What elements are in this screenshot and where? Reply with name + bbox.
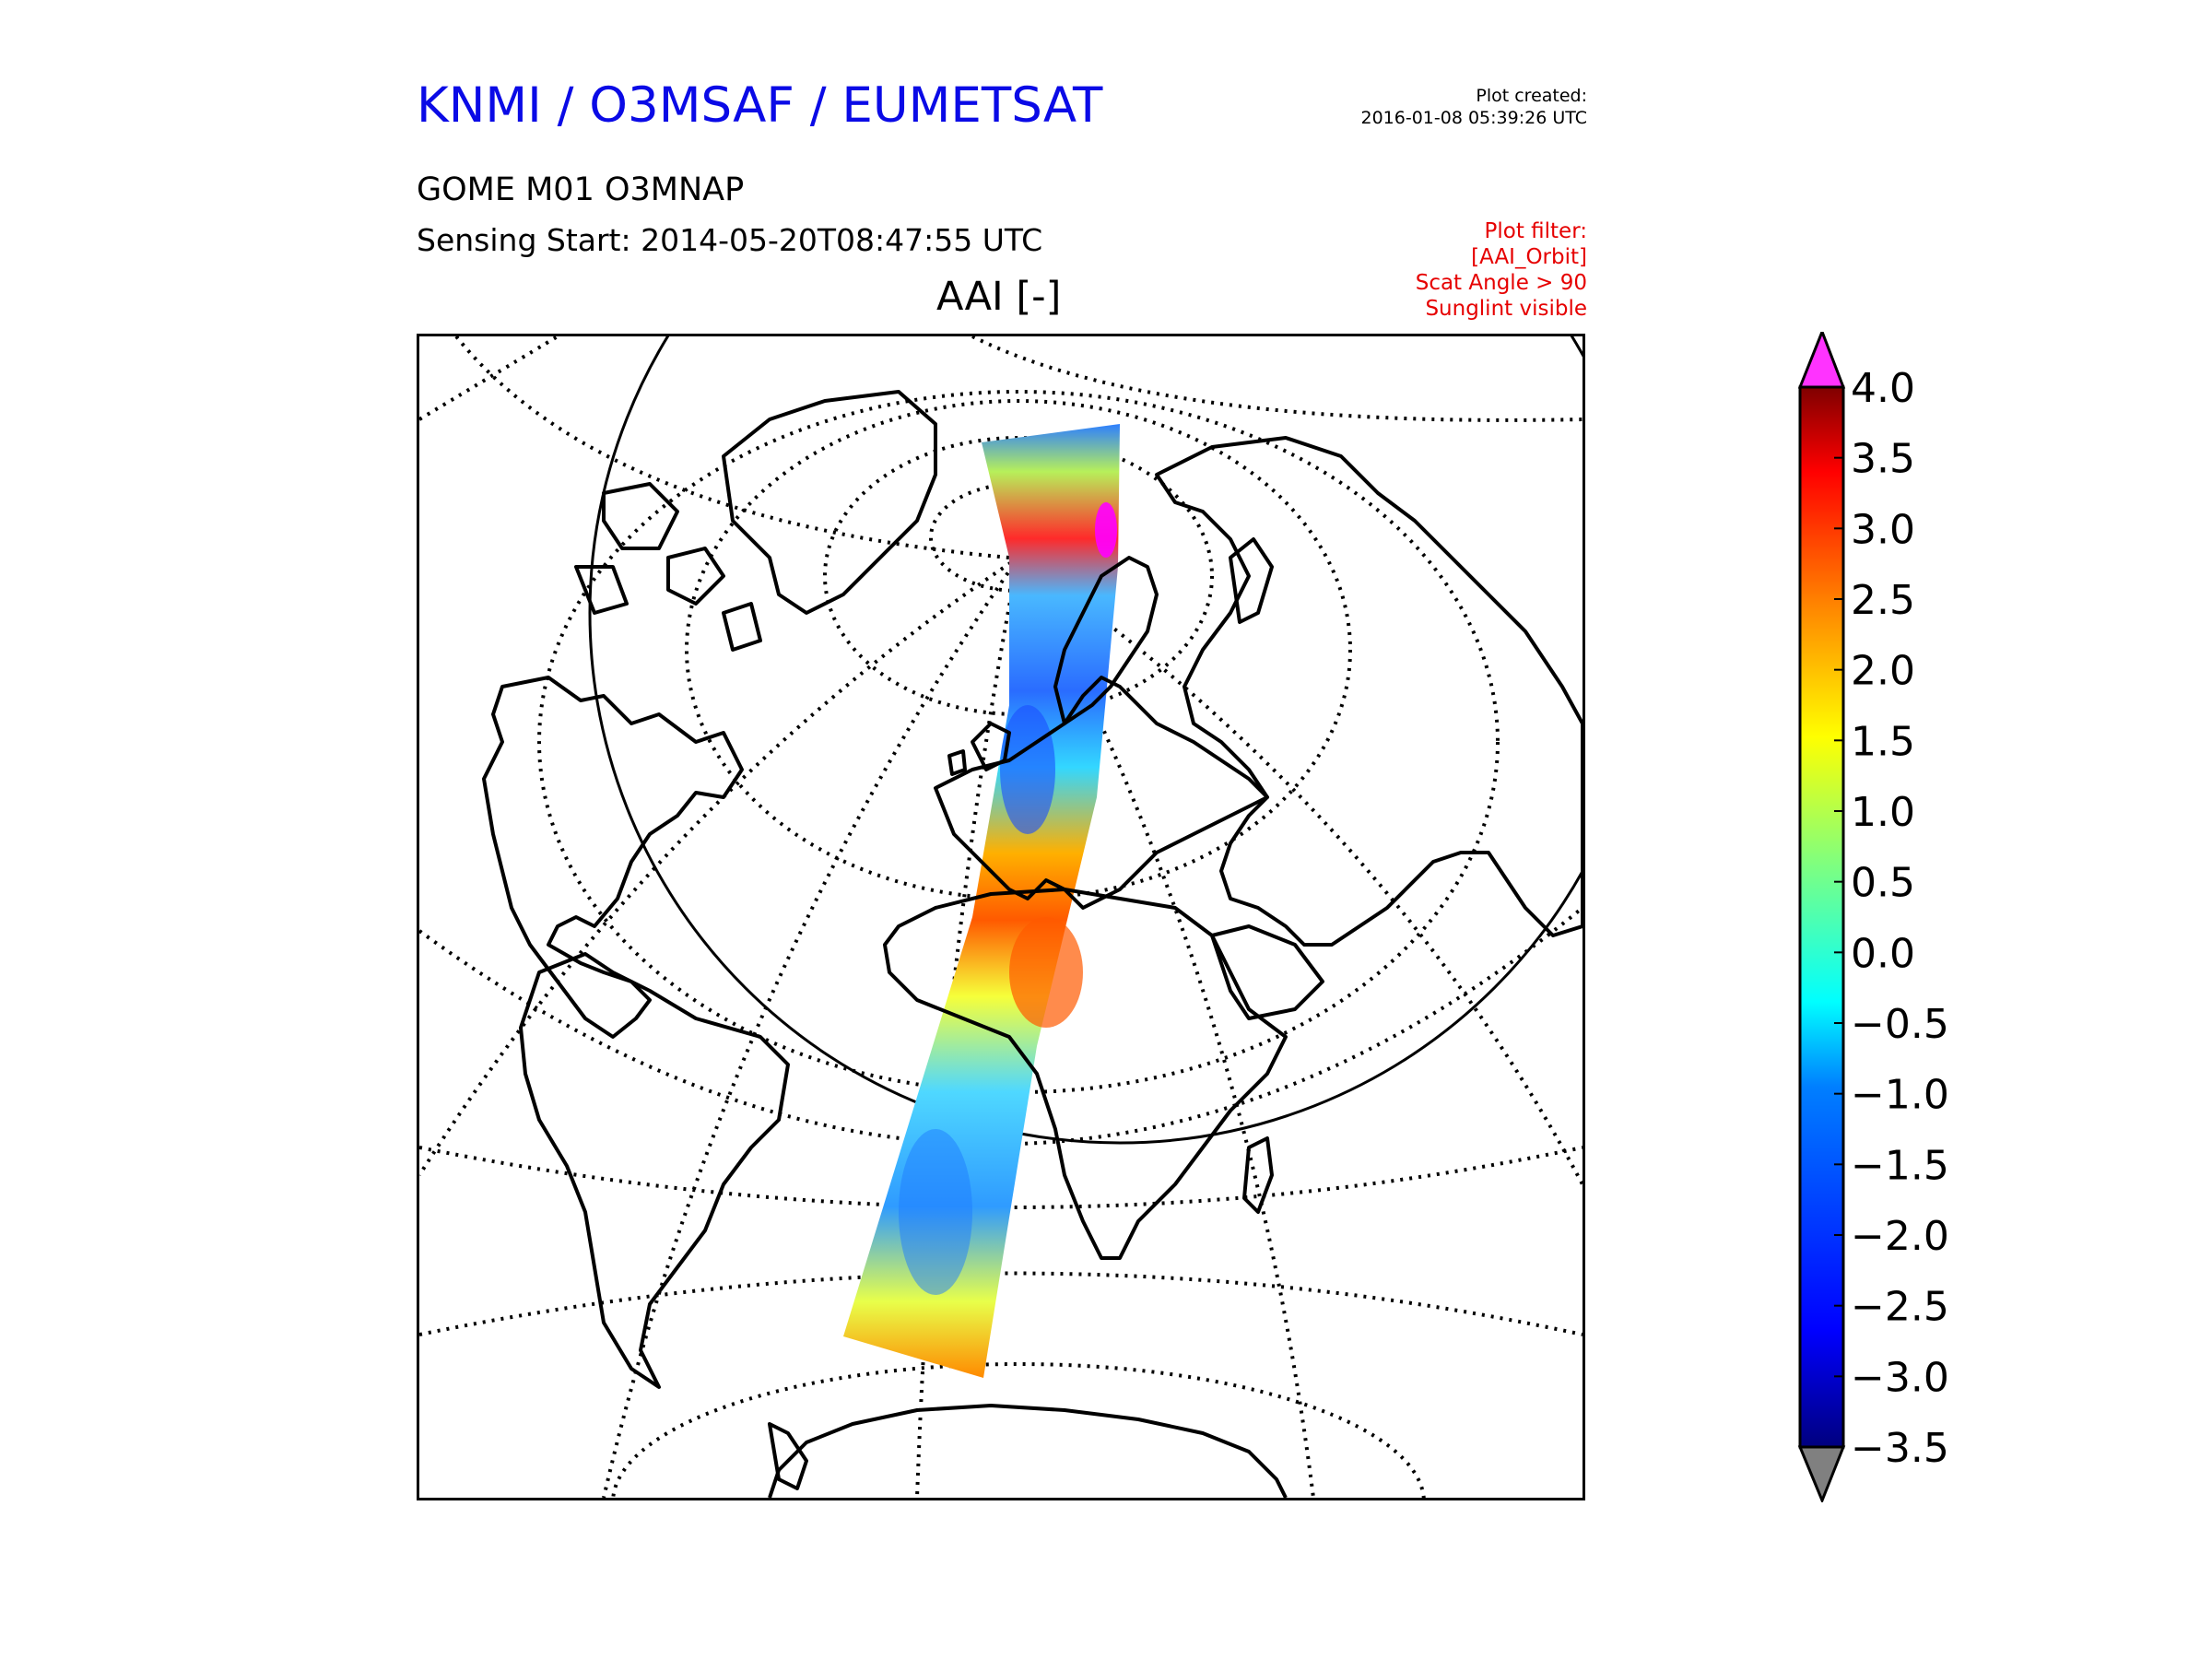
- organization-title: KNMI / O3MSAF / EUMETSAT: [417, 77, 1103, 134]
- satellite-swath: [843, 424, 1120, 1378]
- colorbar-svg: 4.0 3.5 3.0 2.5 2.0 1.5 1.0 0.5 0.0 −0.5 −1.0 −1.5 −…: [1797, 327, 1949, 1504]
- europe-coast: [934, 676, 1269, 910]
- british-isles-coast: [947, 722, 1011, 776]
- colorbar-tick-label: −2.5: [1851, 1284, 1949, 1331]
- map-title: AAI [-]: [936, 274, 1062, 320]
- swath-low-patch: [1000, 705, 1055, 834]
- arctic-islands-coast: [574, 482, 762, 652]
- colorbar: 4.0 3.5 3.0 2.5 2.0 1.5 1.0 0.5 0.0 −0.5 −1.0 −1.5 −…: [1797, 327, 1982, 1506]
- meridian: [1017, 556, 1583, 1185]
- meridian: [1017, 557, 1315, 1498]
- swath-band: [843, 424, 1120, 1378]
- colorbar-tick-label: −0.5: [1851, 1001, 1949, 1048]
- colorbar-extend-min: [1797, 1445, 1846, 1504]
- meridian: [419, 556, 1020, 1177]
- coastlines: [482, 390, 1583, 1498]
- greenland-coast: [722, 390, 937, 615]
- plot-filter-item: [AAI_Orbit]: [1471, 245, 1587, 269]
- colorbar-tick-label: 3.5: [1851, 436, 1915, 483]
- latitude-line: [419, 1271, 1583, 1336]
- north-america-coast: [482, 676, 744, 1039]
- map-panel: [417, 334, 1585, 1500]
- meridian: [419, 336, 559, 421]
- plot-created-time: 2016-01-08 05:39:26 UTC: [1360, 108, 1588, 128]
- colorbar-ticks: 4.0 3.5 3.0 2.5 2.0 1.5 1.0 0.5 0.0 −0.5 −1.0 −1.5 −…: [1834, 365, 1949, 1472]
- colorbar-extend-max: [1797, 327, 1846, 389]
- plot-filter-item: Scat Angle > 90: [1415, 271, 1587, 295]
- latitude-circle: [823, 436, 1214, 716]
- plot-created-label: Plot created:: [1476, 86, 1587, 106]
- product-title: GOME M01 O3MNAP: [417, 171, 745, 208]
- madagascar-coast: [1242, 1136, 1274, 1214]
- meridian: [971, 336, 1583, 422]
- swath-low-patch: [899, 1129, 972, 1295]
- map-canvas: [419, 336, 1583, 1498]
- colorbar-tick-label: −3.5: [1851, 1425, 1949, 1472]
- latitude-circle: [611, 1362, 1426, 1498]
- colorbar-tick-label: 2.5: [1851, 577, 1915, 624]
- colorbar-tick-label: −3.0: [1851, 1354, 1949, 1401]
- sensing-start: Sensing Start: 2014-05-20T08:47:55 UTC: [417, 222, 1043, 258]
- swath-high-patch: [1095, 502, 1117, 558]
- arabian-coast: [1210, 924, 1324, 1020]
- africa-coast: [883, 888, 1288, 1260]
- swath-dust-plume: [1009, 917, 1083, 1028]
- colorbar-tick-label: 1.0: [1851, 789, 1915, 836]
- south-america-coast: [519, 952, 790, 1389]
- colorbar-gradient: [1798, 385, 1845, 1449]
- plot-filter-item: Sunglint visible: [1425, 297, 1587, 321]
- colorbar-tick-label: 0.0: [1851, 930, 1915, 977]
- novaya-zemlya-coast: [1229, 537, 1274, 624]
- colorbar-tick-label: 2.0: [1851, 648, 1915, 695]
- colorbar-tick-label: 0.5: [1851, 860, 1915, 907]
- plot-filter-title: Plot filter:: [1484, 219, 1587, 243]
- colorbar-tick-label: −1.5: [1851, 1142, 1949, 1189]
- colorbar-tick-label: 3.0: [1851, 506, 1915, 553]
- scandinavia-coast: [1053, 556, 1159, 725]
- asia-coast: [1155, 436, 1583, 947]
- antarctic-peninsula-coast: [768, 1422, 808, 1490]
- latitude-circle: [685, 399, 1352, 900]
- colorbar-tick-label: 1.5: [1851, 718, 1915, 765]
- colorbar-tick-label: −1.0: [1851, 1072, 1949, 1119]
- solid-circle: [588, 336, 1583, 1145]
- plot-created-block: Plot created: 2016-01-08 05:39:26 UTC: [1361, 85, 1588, 129]
- antarctica-coast: [768, 1404, 1288, 1498]
- plot-filter-block: Plot filter: [AAI_Orbit] Scat Angle > 90…: [1416, 218, 1587, 322]
- colorbar-tick-label: 4.0: [1851, 365, 1915, 412]
- colorbar-tick-label: −2.0: [1851, 1213, 1949, 1260]
